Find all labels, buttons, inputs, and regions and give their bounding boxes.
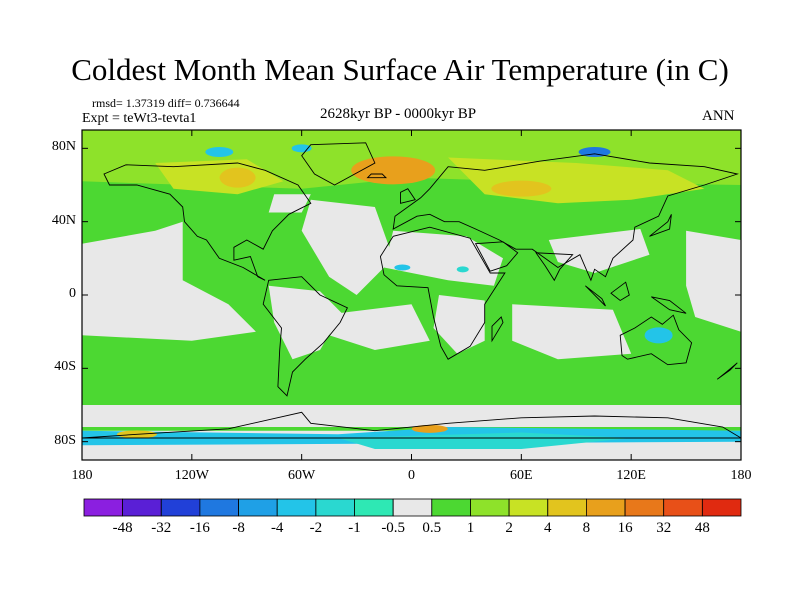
field-hudson-warm bbox=[219, 167, 256, 188]
colorbar-box bbox=[702, 498, 742, 517]
coast-borneo bbox=[610, 281, 630, 302]
field-southern-ocean-neutral bbox=[82, 405, 741, 427]
colorbar-label: 48 bbox=[694, 520, 710, 536]
coast-new-zealand bbox=[716, 362, 738, 380]
period-label: 2628kyr BP - 0000kyr BP bbox=[320, 106, 477, 122]
field-west-pacific-neutral bbox=[686, 230, 741, 332]
colorbar-label: -48 bbox=[112, 520, 133, 536]
colorbar-label: 32 bbox=[656, 520, 672, 536]
y-tick-label: 40S bbox=[54, 359, 76, 375]
experiment-label: Expt = teWt3-tevta1 bbox=[82, 111, 197, 126]
y-tick-label: 40N bbox=[51, 212, 76, 228]
colorbar-box bbox=[431, 498, 471, 517]
field-south-america-neutral bbox=[268, 285, 342, 360]
colorbar-box bbox=[392, 498, 433, 517]
coastline-layer bbox=[82, 142, 741, 439]
colorbar-box bbox=[315, 498, 355, 517]
y-tick-label: 80N bbox=[51, 139, 76, 155]
field-sahel-cold bbox=[394, 264, 411, 271]
coast-north-america bbox=[103, 162, 312, 281]
coast-iceland bbox=[366, 173, 387, 179]
colorbar-box bbox=[122, 498, 162, 517]
field-southern-green-band bbox=[82, 372, 741, 402]
season-label: ANN bbox=[702, 108, 735, 124]
colorbar-label: -8 bbox=[232, 520, 245, 536]
colorbar-label: -16 bbox=[189, 520, 210, 536]
colorbar-label: 16 bbox=[617, 520, 633, 536]
colorbar-label: -0.5 bbox=[381, 520, 406, 536]
field-labrador-neutral bbox=[268, 194, 311, 213]
x-tick-label: 60E bbox=[510, 468, 533, 483]
colorbar-box bbox=[199, 498, 239, 517]
field-antarctic-teal bbox=[338, 432, 632, 449]
field-date-line-neutral bbox=[82, 276, 119, 328]
colorbar-label: -2 bbox=[309, 520, 323, 536]
colorbar-label: 2 bbox=[505, 520, 513, 536]
field-sudan-cold bbox=[456, 266, 469, 273]
x-tick-label: 0 bbox=[408, 468, 415, 483]
colorbar-label: -4 bbox=[270, 520, 284, 536]
coast-uk bbox=[400, 188, 416, 204]
field-layer bbox=[82, 130, 741, 460]
colorbar-box bbox=[83, 498, 123, 517]
x-tick-label: 180 bbox=[71, 468, 93, 483]
field-indian-ocean-neutral bbox=[512, 304, 632, 360]
x-tick-label: 120W bbox=[174, 468, 209, 483]
stats-label: rmsd= 1.37319 diff= 0.736644 bbox=[92, 96, 240, 110]
coast-sumatra bbox=[585, 285, 606, 307]
colorbar-box bbox=[508, 498, 549, 517]
coast-japan bbox=[649, 214, 672, 237]
coast-india bbox=[535, 252, 574, 282]
colorbar-box bbox=[238, 498, 278, 517]
field-south-atlantic-neutral bbox=[329, 304, 430, 350]
field-antarctic-warm bbox=[411, 424, 448, 433]
coast-eurasia bbox=[392, 153, 739, 282]
y-tick-label: 80S bbox=[54, 432, 76, 448]
colorbar-box bbox=[470, 498, 510, 517]
chart-title: Coldest Month Mean Surface Air Temperatu… bbox=[71, 52, 729, 87]
colorbar-box bbox=[354, 498, 394, 517]
colorbar-label: 8 bbox=[582, 520, 591, 536]
y-tick-label: 0 bbox=[69, 286, 76, 301]
field-south-africa-neutral bbox=[433, 295, 485, 354]
colorbar-label: -1 bbox=[348, 520, 361, 536]
colorbar-box bbox=[586, 498, 626, 517]
coast-antarctica bbox=[82, 411, 741, 439]
colorbar-label: -32 bbox=[151, 520, 172, 536]
field-urals-warm bbox=[491, 180, 552, 197]
field-arctic-cold-1 bbox=[205, 147, 234, 157]
field-atlantic-neutral bbox=[301, 199, 394, 295]
field-north-america-olive bbox=[155, 159, 284, 195]
colorbar-box bbox=[663, 498, 703, 517]
colorbar-label: 1 bbox=[466, 520, 475, 536]
colorbar-box bbox=[547, 498, 587, 517]
tick-marks bbox=[81, 130, 742, 460]
colorbar-box bbox=[276, 498, 317, 517]
x-tick-label: 120E bbox=[616, 468, 646, 483]
colorbar-label: 4 bbox=[544, 520, 552, 536]
coast-australia bbox=[619, 314, 693, 366]
field-asia-neutral bbox=[548, 229, 650, 273]
coast-south-america bbox=[262, 276, 349, 397]
coast-africa bbox=[379, 226, 506, 360]
field-australia-cold bbox=[644, 327, 673, 344]
field-east-pacific-neutral bbox=[82, 221, 256, 341]
x-tick-label: 60W bbox=[288, 468, 316, 483]
coast-arabia bbox=[474, 241, 519, 272]
x-tick-label: 180 bbox=[730, 468, 752, 483]
coast-madagascar bbox=[491, 316, 504, 343]
colorbar-box bbox=[160, 498, 201, 517]
colorbar-label: 0.5 bbox=[422, 520, 442, 536]
colorbar-box bbox=[624, 498, 665, 517]
coast-new-guinea bbox=[651, 296, 687, 314]
coast-greenland bbox=[301, 142, 376, 186]
